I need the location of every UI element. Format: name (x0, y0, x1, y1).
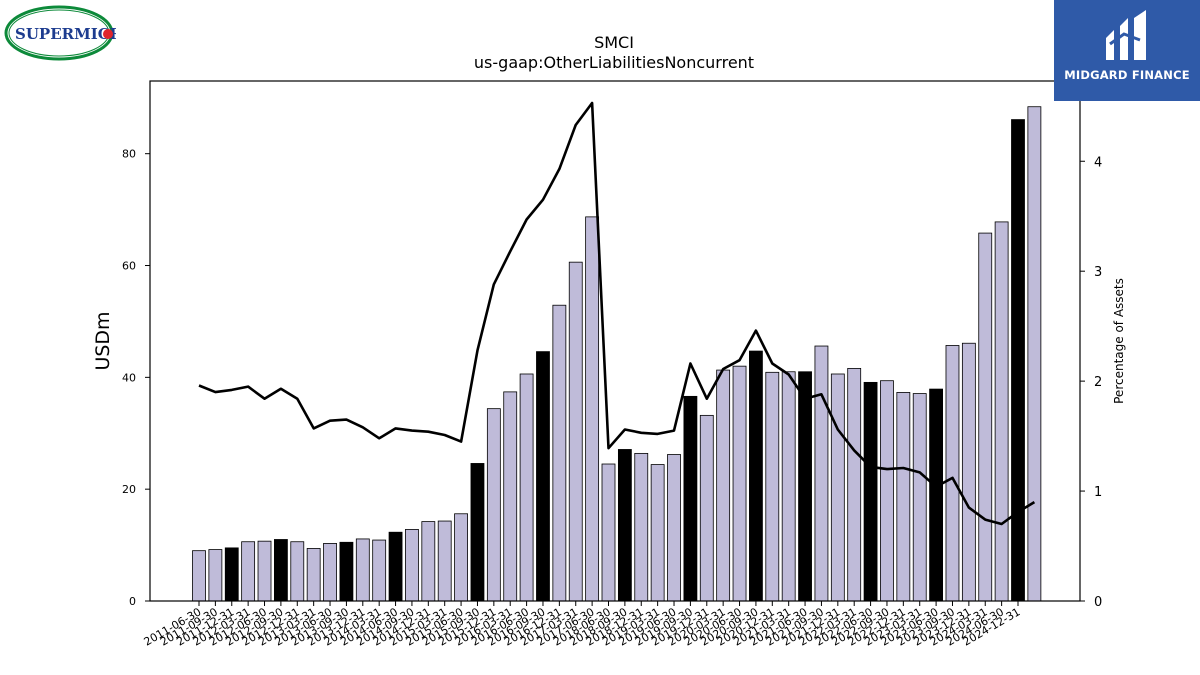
bar (405, 529, 419, 602)
bar (224, 547, 239, 602)
bar (339, 541, 354, 602)
bar (1011, 119, 1025, 602)
bar (978, 232, 993, 602)
bar (601, 463, 616, 602)
bar (568, 261, 583, 602)
y-tick-label: 40 (122, 371, 136, 384)
bar (699, 414, 714, 602)
bar (749, 350, 763, 602)
y2-axis-label: Percentage of Assets (1112, 278, 1126, 404)
bar (503, 391, 518, 602)
bar (798, 371, 812, 602)
y-tick-label: 80 (122, 148, 136, 161)
series-line (198, 101, 1036, 526)
bar (536, 351, 550, 602)
bar (912, 393, 927, 602)
bar (257, 540, 272, 602)
y2-tick-label: 3 (1094, 265, 1102, 280)
bar (273, 539, 288, 602)
bar (945, 345, 960, 602)
supermicro-logo: SUPERMICR (4, 5, 123, 61)
bar (732, 365, 747, 602)
bar (1027, 106, 1042, 602)
bar (716, 369, 731, 602)
y2-tick-label: 2 (1094, 375, 1102, 390)
bar (961, 342, 976, 602)
bar (470, 463, 485, 602)
bar (323, 543, 337, 602)
bar (372, 539, 387, 602)
y-axis-label: USDm (92, 311, 114, 370)
bar (814, 345, 829, 602)
bar (765, 371, 780, 602)
bar (241, 541, 256, 602)
bar (634, 452, 649, 602)
y-tick-label: 20 (122, 483, 136, 496)
bar (667, 454, 681, 602)
bar (388, 531, 403, 602)
bar (208, 549, 223, 602)
bar (306, 548, 321, 602)
plot-frame (149, 80, 1081, 602)
bar (830, 373, 845, 602)
bar (519, 373, 534, 602)
bar (437, 520, 452, 602)
bar (617, 449, 632, 602)
bar (486, 408, 501, 602)
y2-tick-label: 0 (1094, 595, 1102, 610)
chart-title: SMCI (594, 33, 634, 52)
bar (880, 380, 894, 602)
y-tick-label: 60 (122, 260, 136, 273)
y-tick-label: 0 (129, 595, 136, 608)
bar (355, 538, 370, 602)
bar (929, 388, 943, 602)
bar (650, 464, 665, 602)
bars-layer (192, 106, 1042, 602)
bar (585, 216, 600, 602)
supermicro-logo-text: SUPERMICR (15, 25, 116, 43)
chart-subtitle: us-gaap:OtherLiabilitiesNoncurrent (473, 53, 755, 72)
bar (192, 550, 206, 602)
bar (552, 304, 567, 602)
bar (847, 367, 862, 602)
line-layer (198, 101, 1036, 526)
midgard-finance-logo-text: MIDGARD FINANCE (1064, 68, 1190, 82)
bar (781, 371, 796, 602)
bar (454, 513, 468, 602)
bar (994, 221, 1009, 602)
bar (421, 521, 436, 602)
y2-tick-label: 1 (1094, 485, 1102, 500)
bar (896, 392, 911, 602)
midgard-finance-logo: MIDGARD FINANCE (1054, 0, 1200, 101)
bar (863, 381, 878, 602)
bar (683, 395, 698, 602)
bar (290, 541, 305, 602)
y2-tick-label: 4 (1094, 155, 1102, 170)
